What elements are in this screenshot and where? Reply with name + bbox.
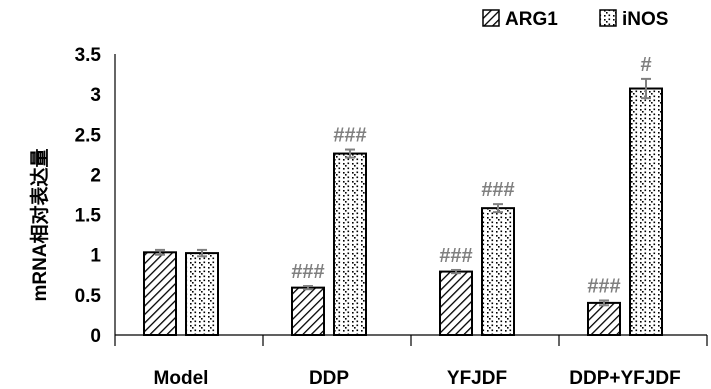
x-category-label: Model	[154, 368, 209, 389]
error-bar	[451, 268, 461, 275]
significance-label: ###	[587, 275, 620, 297]
legend-item-inos: iNOS	[599, 9, 668, 30]
error-bar	[493, 203, 503, 214]
error-bar	[599, 299, 609, 307]
significance-label: ###	[291, 261, 324, 283]
bar-inos	[481, 207, 515, 336]
legend-item-arg1: ARG1	[482, 9, 558, 30]
x-category-label: YFJDF	[447, 368, 507, 389]
bar-arg1	[587, 301, 621, 336]
error-bar	[197, 248, 207, 258]
y-tick-label: 1.5	[75, 206, 102, 227]
significance-label: ###	[439, 245, 472, 267]
y-tick-label: 3.5	[75, 45, 102, 66]
significance-label: ###	[481, 179, 514, 201]
bar-inos	[629, 87, 663, 336]
legend-swatch-arg1	[482, 9, 500, 27]
y-tick-label: 0.5	[75, 286, 102, 307]
x-category-labels: Model DDP YFJDF DDP+YFJDF	[154, 368, 681, 389]
legend-label-arg1: ARG1	[505, 9, 558, 30]
y-tick-label: 0	[90, 326, 101, 347]
y-tick-label: 2.5	[75, 125, 102, 146]
legend: ARG1 iNOS	[482, 9, 668, 30]
error-bar	[303, 285, 313, 291]
plot-area: ################	[114, 54, 708, 346]
legend-swatch-inos	[599, 9, 617, 27]
x-category-label: DDP	[309, 368, 349, 389]
error-bar	[345, 148, 355, 159]
significance-label: ###	[333, 125, 366, 147]
y-tick-label: 1	[90, 246, 101, 267]
bar-inos	[333, 152, 367, 336]
y-axis-title: mRNA相对表达量	[28, 148, 51, 301]
y-tick-label: 2	[90, 165, 101, 186]
bar-inos	[185, 252, 219, 336]
significance-label: #	[640, 54, 651, 76]
y-tick-labels: 0 0.5 1 1.5 2 2.5 3 3.5	[75, 45, 102, 347]
x-category-label: DDP+YFJDF	[569, 368, 680, 389]
bar-arg1	[143, 251, 177, 336]
bar-arg1	[439, 270, 473, 336]
bar-arg1	[291, 286, 325, 337]
error-bar	[155, 248, 165, 256]
y-tick-label: 3	[90, 85, 101, 106]
legend-label-inos: iNOS	[622, 9, 668, 30]
error-bar	[641, 77, 651, 100]
